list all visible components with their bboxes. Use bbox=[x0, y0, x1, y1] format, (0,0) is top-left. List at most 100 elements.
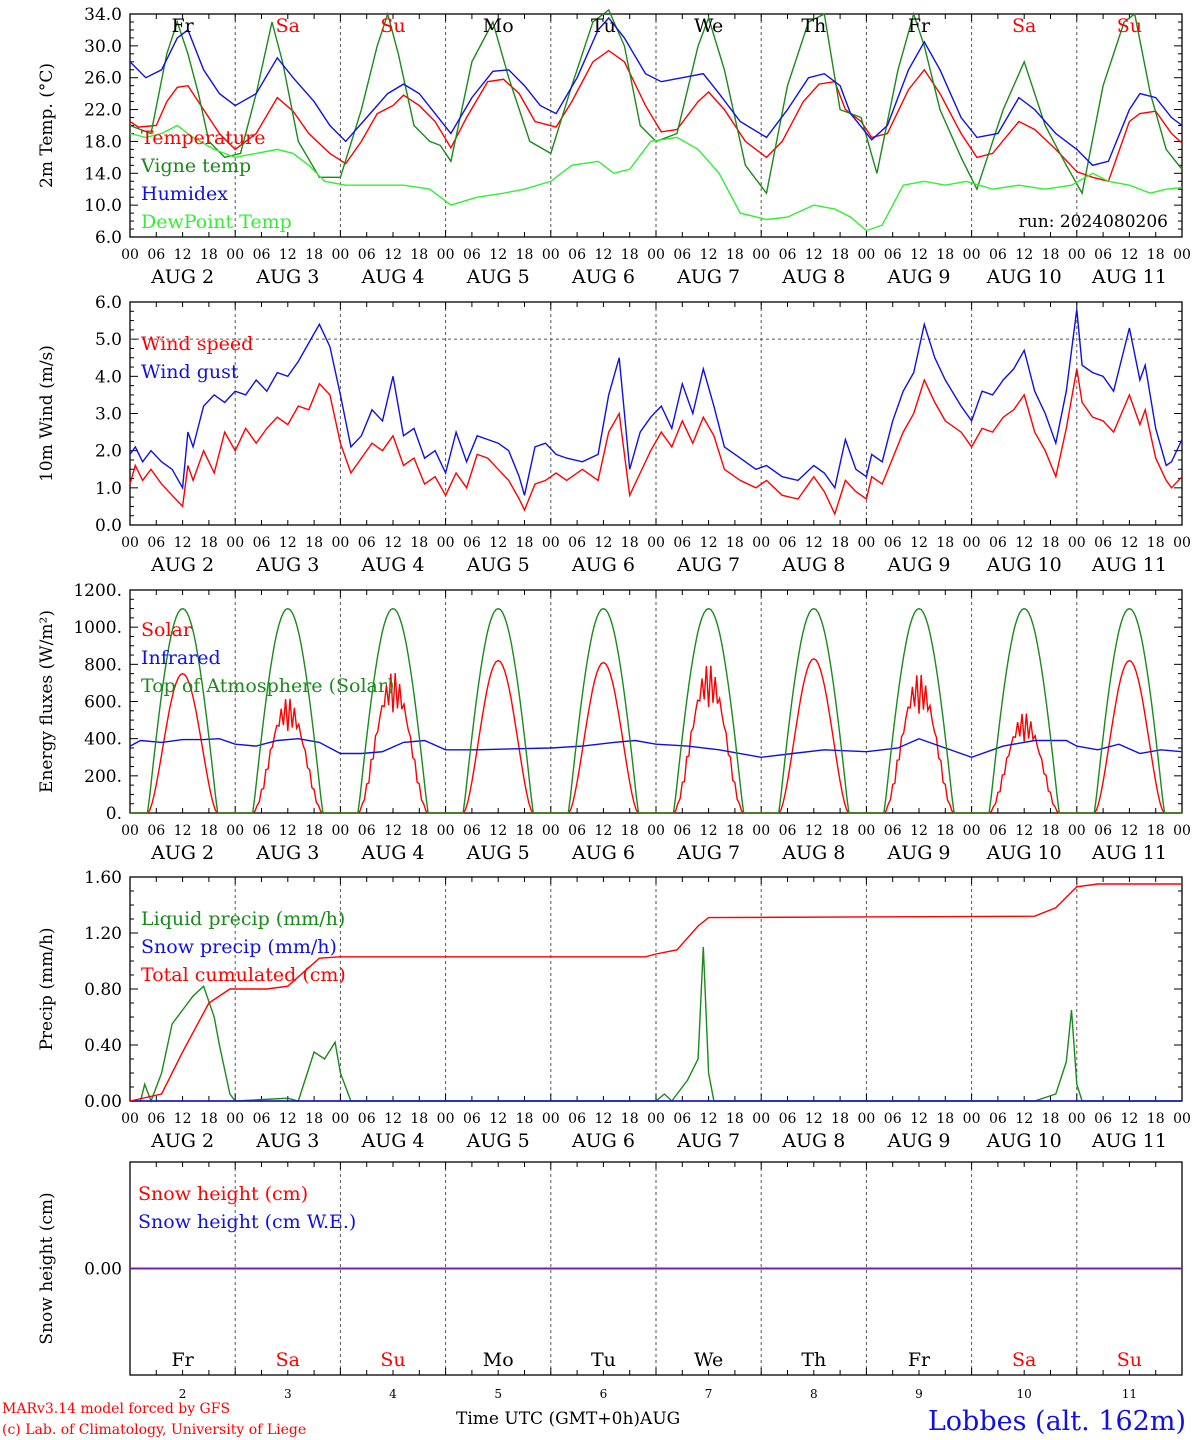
y-tick-label: 0.80 bbox=[84, 980, 122, 1000]
day-label: AUG 2 bbox=[150, 842, 214, 864]
hour-tick-label: 18 bbox=[410, 1111, 428, 1127]
day-label: AUG 2 bbox=[150, 1130, 214, 1152]
hour-tick-label: 06 bbox=[989, 247, 1007, 263]
day-number-label: 8 bbox=[810, 1387, 818, 1401]
hour-tick-label: 18 bbox=[726, 823, 744, 839]
hour-tick-label: 06 bbox=[358, 1111, 376, 1127]
y-tick-label: 1000. bbox=[73, 618, 122, 638]
hour-tick-label: 06 bbox=[463, 535, 481, 551]
day-label: AUG 7 bbox=[676, 266, 740, 288]
y-tick-label: 400. bbox=[84, 730, 122, 750]
hour-tick-label: 00 bbox=[1173, 535, 1191, 551]
day-label: AUG 10 bbox=[986, 842, 1062, 864]
legend-entry: Solar bbox=[141, 619, 193, 641]
day-number-label: 4 bbox=[389, 1387, 397, 1401]
hour-tick-label: 06 bbox=[358, 823, 376, 839]
hour-tick-label: 00 bbox=[963, 823, 981, 839]
day-label: AUG 7 bbox=[676, 554, 740, 576]
y-tick-label: 800. bbox=[84, 655, 122, 675]
weekday-top-label: Mo bbox=[483, 15, 514, 37]
hour-tick-label: 18 bbox=[1147, 823, 1165, 839]
hour-tick-label: 18 bbox=[621, 823, 639, 839]
hour-tick-label: 00 bbox=[1173, 823, 1191, 839]
day-number-label: 9 bbox=[915, 1387, 923, 1401]
hour-tick-label: 00 bbox=[1173, 1111, 1191, 1127]
hour-tick-label: 00 bbox=[226, 1111, 244, 1127]
hour-tick-label: 00 bbox=[437, 247, 455, 263]
hour-tick-label: 06 bbox=[779, 823, 797, 839]
panel-wind: 0.0 1.0 2.0 3.0 4.0 5.0 6.0 10m Wind (m/s) Wind … bbox=[37, 293, 1191, 576]
hour-tick-label: 18 bbox=[1042, 535, 1060, 551]
y-tick-label: 0.00 bbox=[84, 1092, 122, 1112]
y-axis-label: Energy fluxes (W/m²) bbox=[37, 610, 57, 793]
hour-tick-label: 06 bbox=[568, 823, 586, 839]
hour-tick-label: 00 bbox=[647, 823, 665, 839]
hour-tick-label: 18 bbox=[1042, 823, 1060, 839]
day-label: AUG 6 bbox=[571, 1130, 635, 1152]
hour-tick-label: 18 bbox=[726, 247, 744, 263]
day-label: AUG 8 bbox=[781, 842, 845, 864]
day-number-label: 6 bbox=[600, 1387, 608, 1401]
weekday-bottom-label: Su bbox=[1117, 1349, 1142, 1371]
hour-tick-label: 18 bbox=[1042, 1111, 1060, 1127]
y-tick-label: 0. bbox=[106, 804, 122, 824]
day-label: AUG 9 bbox=[886, 266, 950, 288]
day-label: AUG 5 bbox=[466, 842, 530, 864]
y-tick-label: 22.0 bbox=[84, 101, 122, 121]
y-tick-label: 3.0 bbox=[95, 405, 122, 425]
hour-tick-label: 18 bbox=[516, 1111, 534, 1127]
hour-tick-label: 00 bbox=[226, 535, 244, 551]
meteogram-panels: 6.010.014.018.022.026.030.034.02m Temp. … bbox=[37, 5, 1191, 1401]
hour-tick-label: 06 bbox=[358, 247, 376, 263]
credit-line-2: (c) Lab. of Climatology, University of L… bbox=[2, 1422, 306, 1438]
day-label: AUG 4 bbox=[360, 554, 424, 576]
hour-tick-label: 06 bbox=[463, 1111, 481, 1127]
weekday-top-label: Su bbox=[380, 15, 405, 37]
hour-tick-label: 00 bbox=[437, 535, 455, 551]
hour-tick-label: 12 bbox=[594, 247, 612, 263]
y-tick-label: 1.0 bbox=[95, 479, 122, 499]
hour-tick-label: 00 bbox=[121, 823, 139, 839]
hour-tick-label: 00 bbox=[331, 823, 349, 839]
hour-tick-label: 12 bbox=[594, 1111, 612, 1127]
hour-tick-label: 06 bbox=[1094, 535, 1112, 551]
day-label: AUG 11 bbox=[1091, 1130, 1167, 1152]
day-label: AUG 10 bbox=[986, 554, 1062, 576]
hour-tick-label: 12 bbox=[489, 1111, 507, 1127]
hour-tick-label: 18 bbox=[410, 535, 428, 551]
hour-tick-label: 06 bbox=[989, 535, 1007, 551]
hour-tick-label: 18 bbox=[410, 247, 428, 263]
weekday-bottom-label: Sa bbox=[1012, 1349, 1036, 1371]
series-line-vigne-temp bbox=[129, 8, 1183, 196]
hour-tick-label: 06 bbox=[568, 247, 586, 263]
y-axis-label: 2m Temp. (°C) bbox=[37, 63, 57, 188]
hour-tick-label: 00 bbox=[542, 247, 560, 263]
hour-tick-label: 18 bbox=[1147, 1111, 1165, 1127]
panel-frame bbox=[129, 589, 1183, 814]
hour-tick-label: 00 bbox=[963, 535, 981, 551]
hour-tick-label: 18 bbox=[305, 247, 323, 263]
y-tick-label: 34.0 bbox=[84, 5, 122, 25]
y-tick-label: 6.0 bbox=[95, 228, 122, 248]
hour-tick-label: 00 bbox=[857, 247, 875, 263]
weekday-top-label: Fr bbox=[171, 15, 194, 37]
day-label: AUG 2 bbox=[150, 554, 214, 576]
y-tick-label: 0.40 bbox=[84, 1036, 122, 1056]
day-label: AUG 6 bbox=[571, 842, 635, 864]
hour-tick-label: 06 bbox=[1094, 247, 1112, 263]
hour-tick-label: 00 bbox=[226, 247, 244, 263]
hour-tick-label: 18 bbox=[726, 535, 744, 551]
y-tick-label: 2.0 bbox=[95, 442, 122, 462]
hour-tick-label: 18 bbox=[936, 1111, 954, 1127]
hour-tick-label: 06 bbox=[989, 823, 1007, 839]
panel-frame bbox=[129, 13, 1183, 238]
day-number-label: 3 bbox=[284, 1387, 292, 1401]
hour-tick-label: 00 bbox=[647, 535, 665, 551]
day-label: AUG 11 bbox=[1091, 842, 1167, 864]
hour-tick-label: 12 bbox=[805, 1111, 823, 1127]
legend-entry: Vigne temp bbox=[140, 155, 251, 177]
hour-tick-label: 12 bbox=[1120, 1111, 1138, 1127]
hour-tick-label: 00 bbox=[1068, 247, 1086, 263]
hour-tick-label: 18 bbox=[831, 823, 849, 839]
